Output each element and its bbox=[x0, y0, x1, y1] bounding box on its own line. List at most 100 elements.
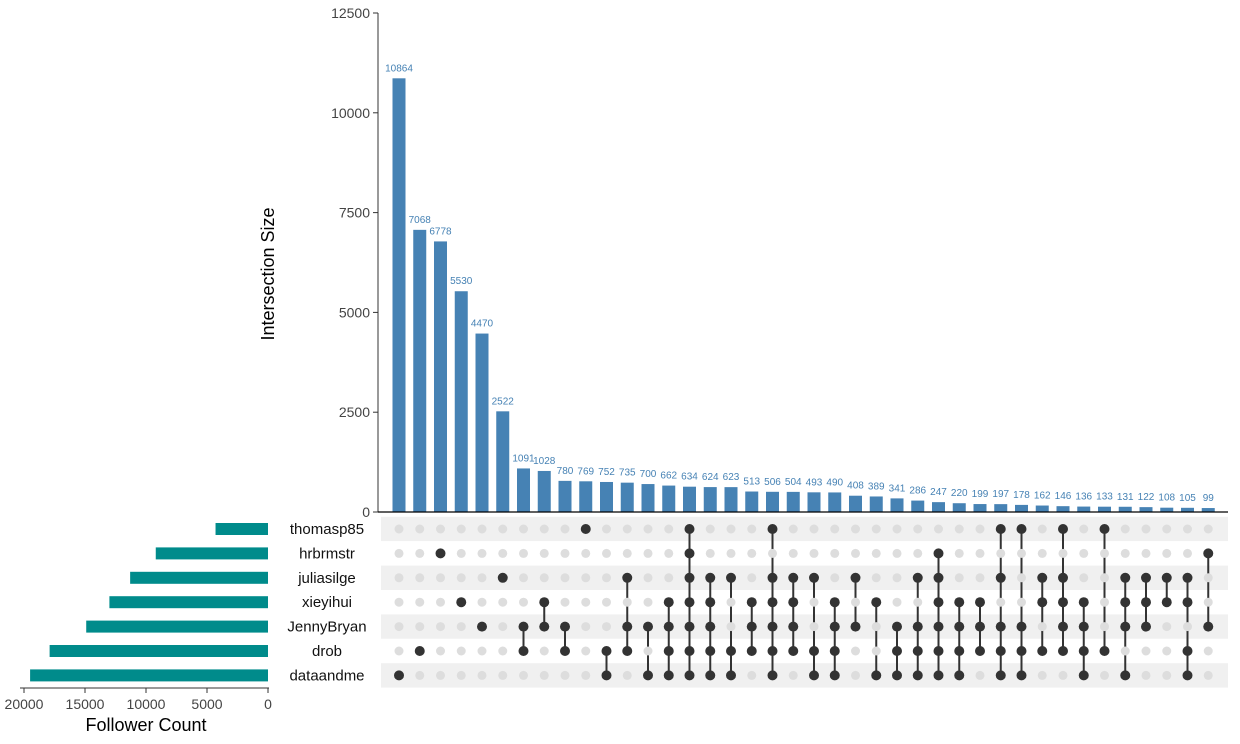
matrix-dot-empty bbox=[975, 524, 985, 534]
matrix-dot-empty bbox=[602, 573, 611, 583]
x-axis-title: Follower Count bbox=[85, 715, 206, 735]
matrix-dot-empty bbox=[456, 524, 466, 534]
matrix-dot-empty bbox=[1100, 548, 1109, 558]
intersection-bar bbox=[537, 470, 551, 512]
matrix-dot-empty bbox=[622, 524, 632, 534]
matrix-dot-empty bbox=[477, 524, 487, 534]
intersection-bar-label: 2522 bbox=[492, 396, 515, 407]
matrix-dot-empty bbox=[394, 548, 404, 558]
matrix-dot-empty bbox=[394, 622, 404, 632]
matrix-dot-filled bbox=[601, 646, 612, 656]
matrix-dot-empty bbox=[809, 597, 819, 607]
matrix-dot-filled bbox=[995, 572, 1006, 583]
y-tick-label: 10000 bbox=[331, 105, 370, 121]
matrix-dot-filled bbox=[1078, 597, 1089, 608]
intersection-bar bbox=[558, 480, 572, 512]
set-label-xieyihui: xieyihui bbox=[302, 594, 352, 611]
matrix-dot-filled bbox=[746, 597, 757, 608]
matrix-dot-empty bbox=[768, 548, 777, 558]
matrix-dot-empty bbox=[1141, 646, 1151, 656]
matrix-dot-empty bbox=[726, 524, 736, 534]
intersection-bar bbox=[475, 333, 489, 512]
x-tick-label: 5000 bbox=[191, 696, 222, 712]
set-size-bar-xieyihui bbox=[109, 596, 269, 609]
matrix-dot-empty bbox=[809, 548, 819, 558]
set-size-bar-juliasilge bbox=[130, 571, 268, 584]
matrix-dot-empty bbox=[851, 548, 860, 558]
matrix-dot-empty bbox=[1058, 670, 1068, 680]
matrix-dot-empty bbox=[560, 573, 570, 583]
matrix-dot-empty bbox=[664, 524, 674, 534]
matrix-dot-filled bbox=[788, 597, 799, 608]
y-tick-label: 2500 bbox=[339, 404, 370, 420]
matrix-dot-empty bbox=[1141, 524, 1151, 534]
intersection-bar-label: 1091 bbox=[512, 453, 535, 464]
matrix-dot-filled bbox=[912, 646, 923, 656]
matrix-dot-empty bbox=[602, 597, 611, 607]
matrix-dot-empty bbox=[394, 524, 404, 534]
matrix-dot-filled bbox=[1016, 646, 1027, 656]
matrix-dot-filled bbox=[1182, 646, 1193, 656]
matrix-dot-empty bbox=[1100, 670, 1109, 680]
matrix-dot-filled bbox=[809, 572, 819, 583]
intersection-bar-label: 99 bbox=[1203, 493, 1215, 504]
matrix-dot-filled bbox=[933, 548, 944, 559]
matrix-dot-empty bbox=[1100, 597, 1109, 607]
matrix-dot-empty bbox=[519, 670, 528, 680]
matrix-dot-filled bbox=[1078, 646, 1089, 656]
x-tick-label: 10000 bbox=[127, 696, 166, 712]
matrix-dot-empty bbox=[726, 597, 736, 607]
matrix-dot-empty bbox=[871, 622, 881, 632]
matrix-dot-filled bbox=[705, 597, 716, 608]
matrix-dot-empty bbox=[1203, 524, 1213, 534]
set-label-drob: drob bbox=[312, 643, 342, 660]
intersection-bar-label: 389 bbox=[868, 481, 885, 492]
matrix-dot-empty bbox=[996, 597, 1006, 607]
intersection-bar bbox=[517, 468, 530, 512]
matrix-dot-empty bbox=[809, 524, 819, 534]
intersection-bar bbox=[724, 487, 738, 512]
matrix-dot-empty bbox=[913, 597, 923, 607]
matrix-dot-empty bbox=[498, 597, 508, 607]
matrix-dot-filled bbox=[788, 572, 799, 583]
matrix-dot-filled bbox=[767, 572, 778, 583]
matrix-dot-empty bbox=[519, 524, 528, 534]
matrix-dot-filled bbox=[560, 646, 570, 656]
matrix-dot-empty bbox=[1120, 548, 1130, 558]
matrix-dot-empty bbox=[892, 548, 902, 558]
matrix-dot-filled bbox=[954, 646, 965, 656]
matrix-dot-empty bbox=[892, 597, 902, 607]
intersection-bars bbox=[392, 78, 1215, 513]
matrix-dot-empty bbox=[456, 622, 466, 632]
intersection-bar-label: 6778 bbox=[429, 226, 452, 237]
matrix-dot-filled bbox=[995, 621, 1006, 632]
matrix-dot-empty bbox=[436, 597, 445, 607]
set-size-bar-drob bbox=[49, 645, 269, 657]
matrix-dot-empty bbox=[1037, 670, 1047, 680]
matrix-dot-empty bbox=[394, 573, 404, 583]
matrix-dot-filled bbox=[954, 621, 965, 632]
matrix-dot-empty bbox=[705, 524, 715, 534]
matrix-dot-filled bbox=[995, 524, 1006, 534]
matrix-dot-filled bbox=[933, 572, 944, 583]
matrix-dot-empty bbox=[581, 622, 591, 632]
matrix-dot-empty bbox=[1120, 524, 1130, 534]
intersection-bar bbox=[703, 487, 717, 512]
matrix-dot-empty bbox=[643, 597, 653, 607]
intersection-bar bbox=[641, 484, 655, 512]
intersection-bar-label: 493 bbox=[806, 477, 823, 488]
matrix-dot-empty bbox=[954, 548, 964, 558]
matrix-dot-empty bbox=[581, 597, 591, 607]
intersection-bar-label: 10864 bbox=[385, 63, 413, 74]
matrix-dot-filled bbox=[684, 621, 695, 632]
matrix-dot-empty bbox=[394, 646, 404, 656]
matrix-dot-filled bbox=[850, 621, 861, 632]
intersection-bar-label: 623 bbox=[723, 472, 740, 483]
matrix-dot-filled bbox=[663, 621, 674, 632]
matrix-dot-empty bbox=[1017, 573, 1026, 583]
intersection-bar-label: 700 bbox=[640, 469, 657, 480]
y-axis-title: Intersection Size bbox=[258, 207, 278, 340]
matrix-dot-filled bbox=[1058, 646, 1068, 656]
matrix-dot-empty bbox=[415, 524, 425, 534]
